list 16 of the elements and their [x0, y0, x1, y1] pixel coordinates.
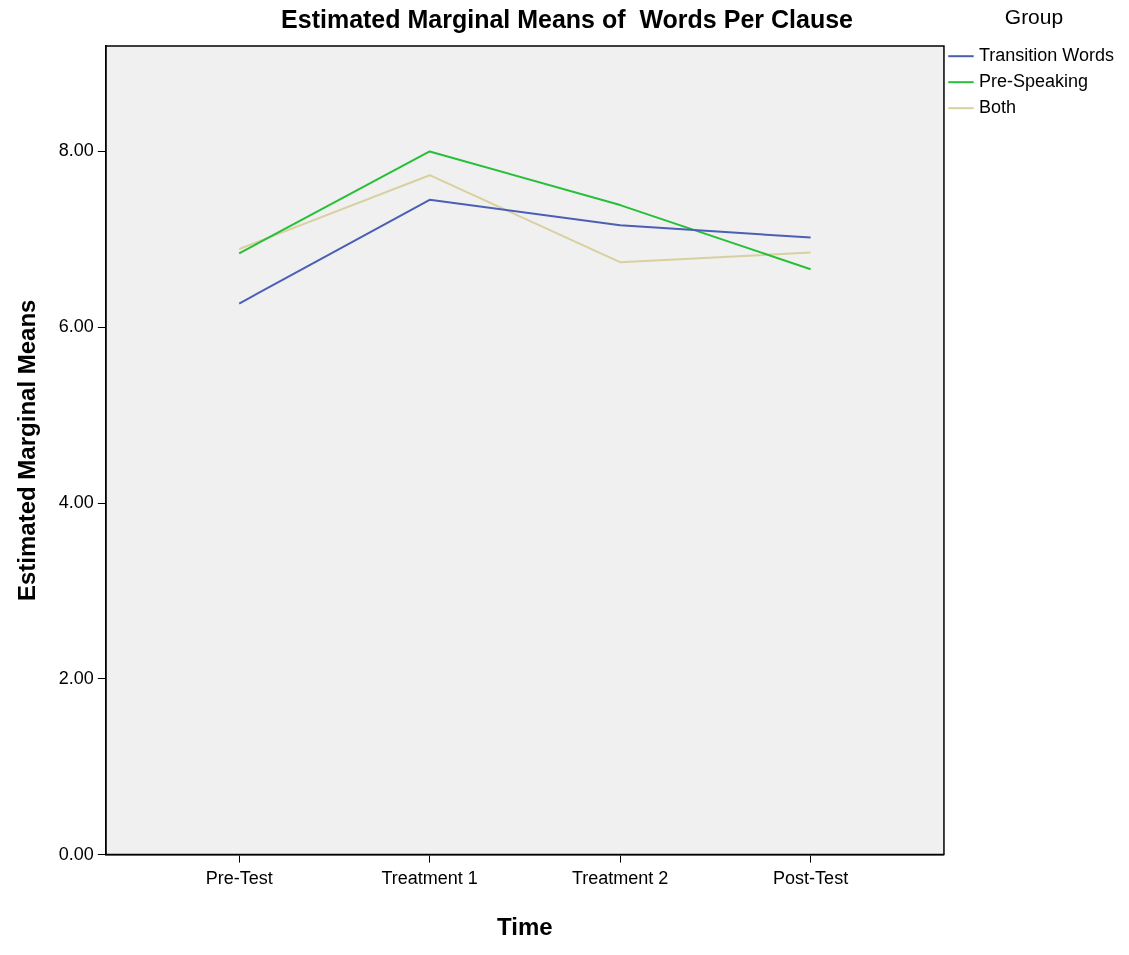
legend-label: Transition Words	[978, 45, 1114, 66]
legend-title: Group	[1004, 5, 1064, 29]
x-tick-label: Post-Test	[773, 868, 849, 889]
x-tick-label: Treatment 1	[381, 868, 478, 889]
chart-title: Estimated Marginal Means of Words Per Clause	[281, 4, 854, 33]
y-tick-label: 0.00	[58, 843, 94, 864]
y-axis-title: Estimated Marginal Means	[13, 299, 41, 602]
x-tick-label: Pre-Test	[205, 868, 273, 889]
x-tick-label: Treatment 2	[571, 868, 669, 889]
y-tick-label: 2.00	[58, 667, 94, 688]
y-tick-label: 6.00	[58, 316, 94, 337]
y-tick-label: 8.00	[58, 140, 94, 161]
legend-label: Both	[978, 97, 1016, 118]
legend-label: Pre-Speaking	[978, 71, 1089, 92]
y-tick-label: 4.00	[58, 492, 94, 512]
x-axis-title: Time	[497, 913, 553, 941]
